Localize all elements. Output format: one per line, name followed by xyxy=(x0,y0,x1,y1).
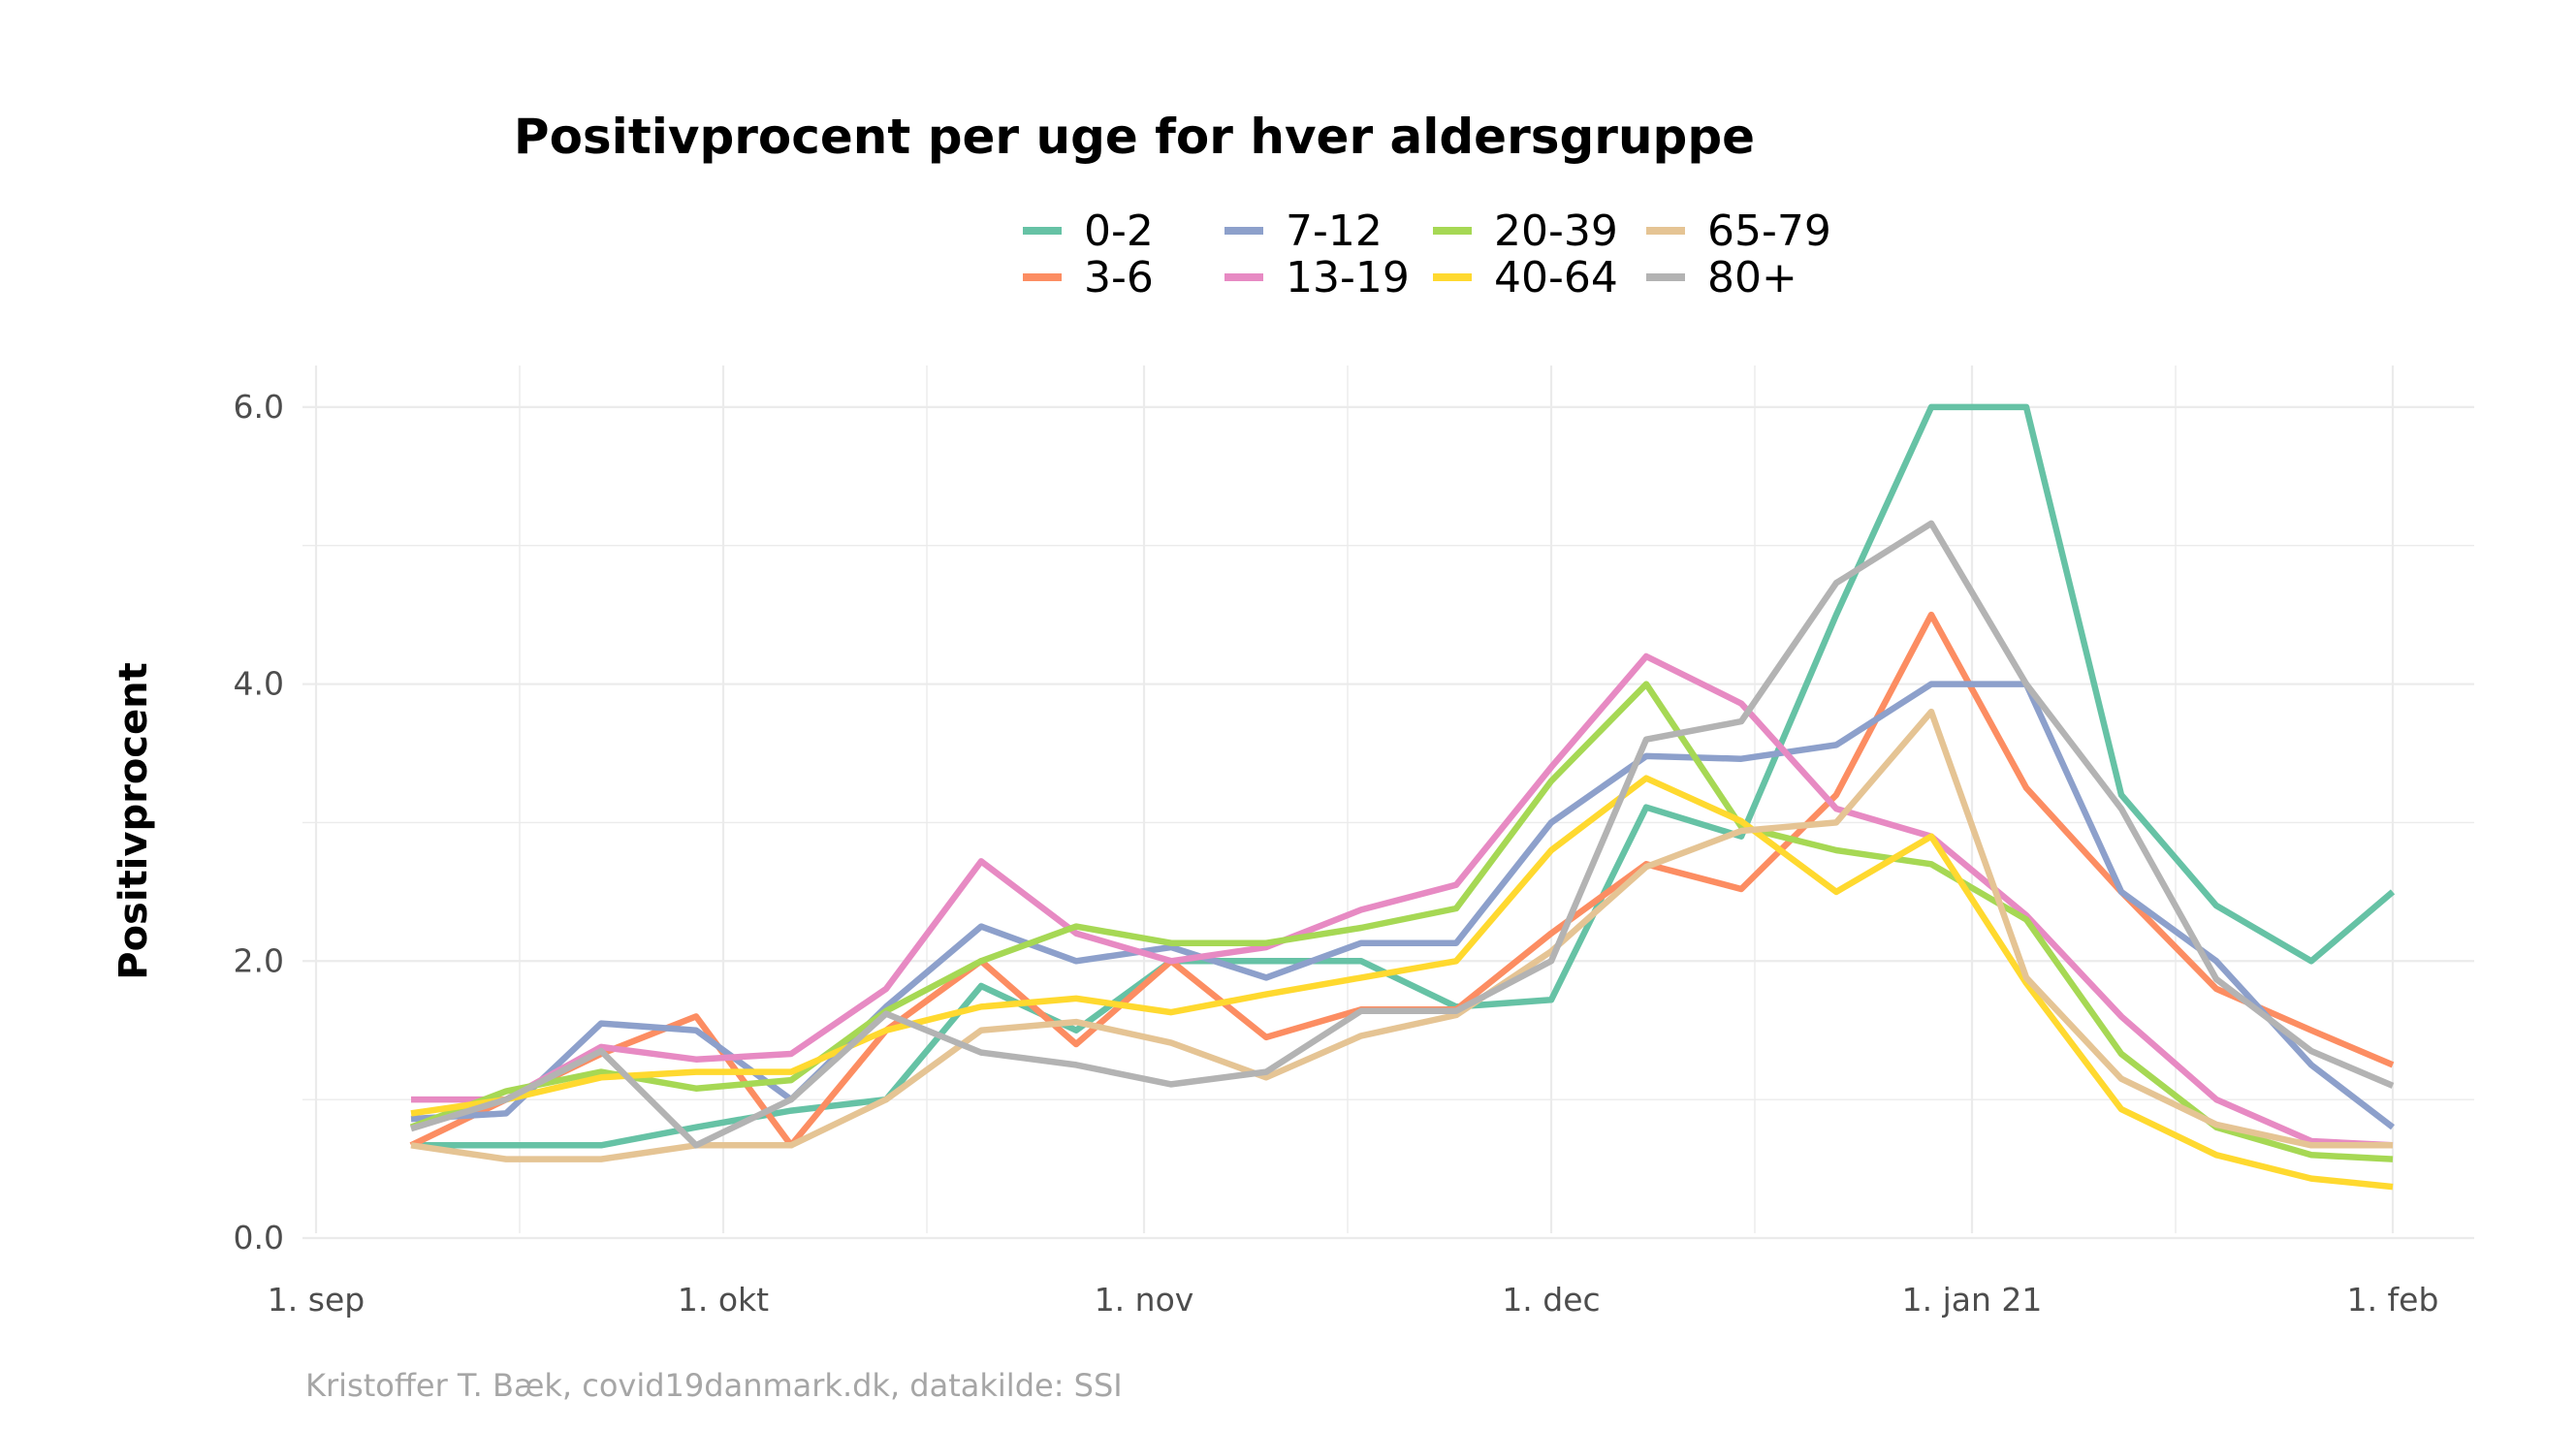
series-line-80+ xyxy=(410,520,2395,1149)
series-line-65-79 xyxy=(410,708,2393,1162)
x-tick-label: 1. okt xyxy=(678,1281,769,1319)
y-tick-label: 6.0 xyxy=(234,388,284,426)
caption: Kristoffer T. Bæk, covid19danmark.dk, da… xyxy=(305,1367,1123,1404)
legend-label-7-12: 7-12 xyxy=(1286,207,1383,256)
series-line-7-12 xyxy=(410,681,2395,1130)
y-tick-label: 4.0 xyxy=(234,665,284,703)
y-tick-label: 0.0 xyxy=(234,1219,284,1256)
chart-title: Positivprocent per uge for hver aldersgr… xyxy=(514,109,1755,165)
legend-label-0-2: 0-2 xyxy=(1084,207,1154,256)
x-tick-label: 1. feb xyxy=(2347,1281,2439,1319)
series-line-13-19 xyxy=(411,652,2394,1149)
legend-label-40-64: 40-64 xyxy=(1494,253,1618,302)
series-line-20-39 xyxy=(409,681,2394,1162)
y-axis-ticks: 0.0 2.0 4.0 6.0 xyxy=(234,388,284,1256)
legend-label-13-19: 13-19 xyxy=(1286,253,1410,302)
legend-label-80+: 80+ xyxy=(1707,253,1797,302)
legend-label-65-79: 65-79 xyxy=(1707,207,1831,256)
x-tick-label: 1. sep xyxy=(268,1281,365,1319)
legend-label-3-6: 3-6 xyxy=(1084,253,1154,302)
series-line-40-64 xyxy=(410,775,2394,1191)
x-tick-label: 1. dec xyxy=(1502,1281,1600,1319)
x-axis-ticks: 1. sep 1. okt 1. nov 1. dec 1. jan 21 1. feb xyxy=(268,1281,2439,1319)
legend-label-20-39: 20-39 xyxy=(1494,207,1618,256)
x-tick-label: 1. nov xyxy=(1095,1281,1194,1319)
series-lines xyxy=(409,403,2396,1191)
x-tick-label: 1. jan 21 xyxy=(1902,1281,2043,1319)
y-axis-label: Positivprocent xyxy=(111,662,156,980)
grid xyxy=(302,366,2474,1240)
y-tick-label: 2.0 xyxy=(234,941,284,979)
